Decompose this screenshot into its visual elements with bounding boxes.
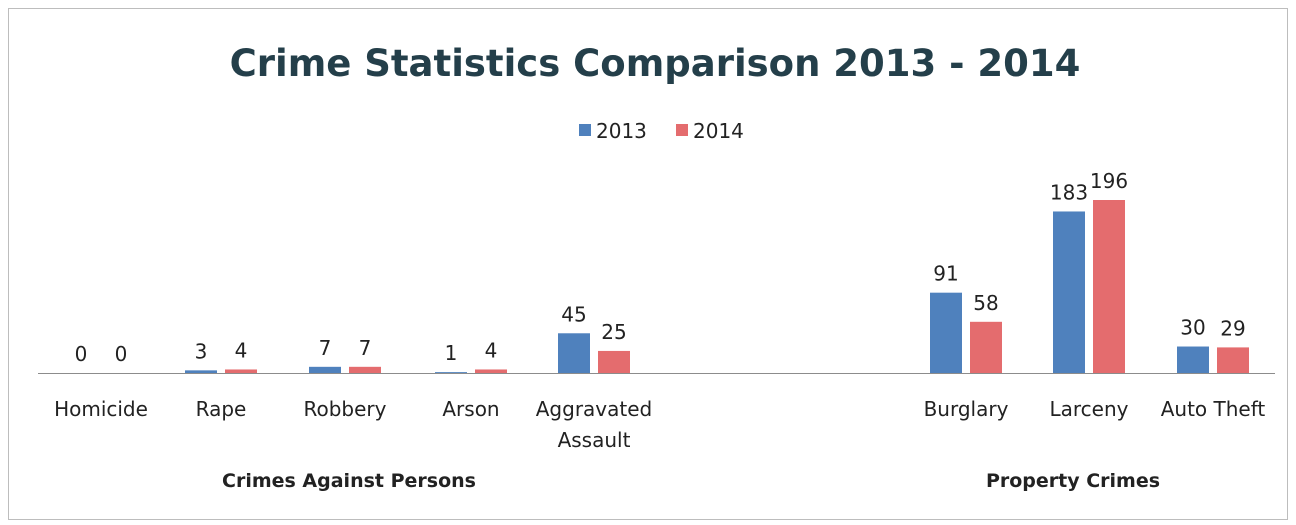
data-label-2013-7: 30 bbox=[1180, 316, 1205, 340]
data-label-2014-7: 29 bbox=[1220, 316, 1245, 340]
bar-2014-7 bbox=[1217, 347, 1249, 373]
bar-2013-5 bbox=[930, 292, 962, 373]
bar-2014-6 bbox=[1093, 200, 1125, 373]
category-label-0: Homicide bbox=[54, 397, 148, 421]
data-label-2014-2: 7 bbox=[359, 336, 372, 360]
group-label-1: Property Crimes bbox=[986, 470, 1160, 492]
legend-swatch-2014 bbox=[676, 124, 688, 136]
data-label-2014-0: 0 bbox=[115, 342, 128, 366]
category-label-4-line-1: Assault bbox=[558, 428, 631, 452]
legend: 2013 2014 bbox=[579, 119, 744, 143]
plot-area: 0 3 7 1 45 91 183 30 0 4 7 4 25 58 196 29 Homicide Rape Ro… bbox=[38, 169, 1275, 492]
bar-2013-2 bbox=[309, 366, 341, 373]
data-label-2013-0: 0 bbox=[75, 342, 88, 366]
bar-2014-3 bbox=[475, 369, 507, 373]
category-label-3: Arson bbox=[442, 397, 499, 421]
data-label-2014-4: 25 bbox=[601, 320, 626, 344]
group-label-0: Crimes Against Persons bbox=[222, 470, 476, 492]
bar-2013-6 bbox=[1053, 211, 1085, 373]
bar-2014-1 bbox=[225, 369, 257, 373]
data-label-2013-6: 183 bbox=[1050, 180, 1088, 204]
data-label-2014-1: 4 bbox=[235, 338, 248, 362]
chart-title: Crime Statistics Comparison 2013 - 2014 bbox=[230, 42, 1081, 85]
data-label-2013-2: 7 bbox=[319, 336, 332, 360]
category-label-2: Robbery bbox=[304, 397, 387, 421]
bar-2014-2 bbox=[349, 366, 381, 373]
category-label-4: Aggravated bbox=[536, 397, 652, 421]
data-label-2014-6: 196 bbox=[1090, 169, 1128, 193]
category-label-1: Rape bbox=[196, 397, 247, 421]
bar-2013-3 bbox=[435, 372, 467, 373]
legend-swatch-2013 bbox=[579, 124, 591, 136]
category-label-6: Larceny bbox=[1050, 397, 1129, 421]
data-label-2013-5: 91 bbox=[933, 262, 958, 286]
category-label-5: Burglary bbox=[924, 397, 1009, 421]
legend-label-2013: 2013 bbox=[596, 119, 647, 143]
data-label-2013-4: 45 bbox=[561, 302, 586, 326]
bar-2013-7 bbox=[1177, 346, 1209, 373]
category-label-7: Auto Theft bbox=[1161, 397, 1266, 421]
bar-2013-4 bbox=[558, 333, 590, 373]
bar-2013-1 bbox=[185, 370, 217, 373]
data-label-2013-3: 1 bbox=[445, 341, 458, 365]
legend-label-2014: 2014 bbox=[693, 119, 744, 143]
bar-2014-4 bbox=[598, 350, 630, 373]
data-label-2014-5: 58 bbox=[973, 291, 998, 315]
data-label-2014-3: 4 bbox=[485, 338, 498, 362]
data-label-2013-1: 3 bbox=[195, 339, 208, 363]
bar-2014-5 bbox=[970, 321, 1002, 373]
